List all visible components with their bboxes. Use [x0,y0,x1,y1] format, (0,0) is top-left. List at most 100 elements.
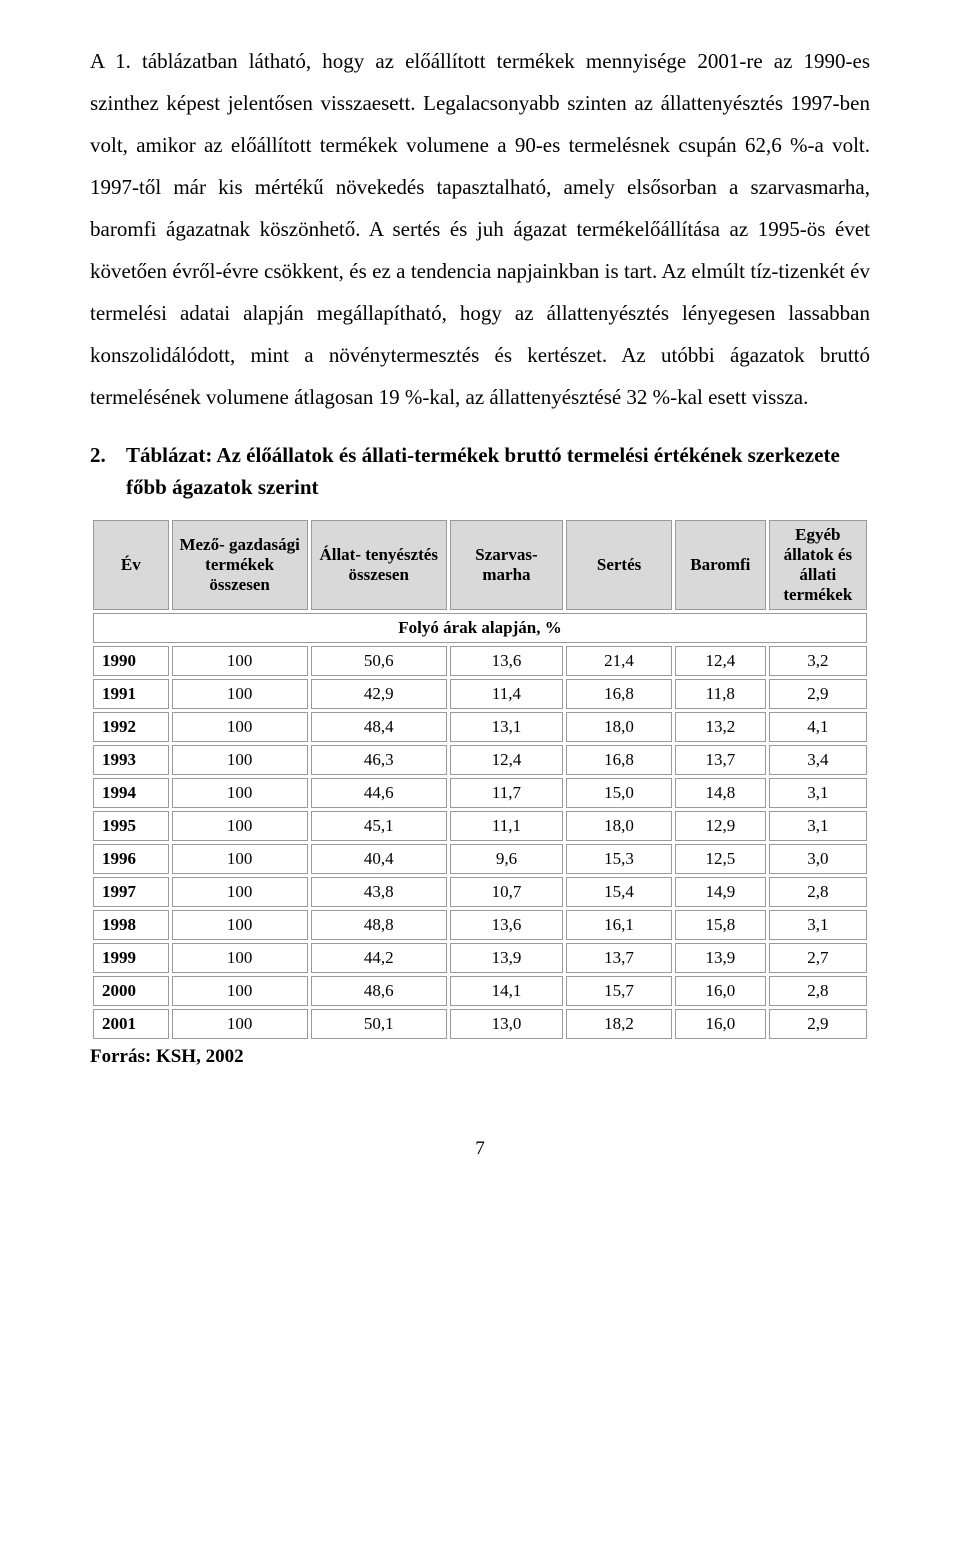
cell-value: 48,8 [311,910,447,940]
cell-value: 15,7 [566,976,672,1006]
col-year: Év [93,520,169,610]
cell-value: 100 [172,910,308,940]
cell-value: 50,1 [311,1009,447,1039]
cell-value: 46,3 [311,745,447,775]
cell-value: 2,9 [769,679,867,709]
table-row: 199010050,613,621,412,43,2 [93,646,867,676]
cell-year: 1992 [93,712,169,742]
cell-value: 18,0 [566,712,672,742]
data-table: Év Mező- gazdasági termékek összesen Áll… [90,517,870,1042]
cell-value: 13,9 [450,943,563,973]
cell-value: 13,6 [450,910,563,940]
cell-value: 100 [172,646,308,676]
cell-value: 48,6 [311,976,447,1006]
cell-value: 16,8 [566,679,672,709]
cell-year: 2001 [93,1009,169,1039]
col-pig: Sertés [566,520,672,610]
cell-value: 18,2 [566,1009,672,1039]
cell-value: 12,5 [675,844,766,874]
cell-value: 13,0 [450,1009,563,1039]
col-cattle: Szarvas- marha [450,520,563,610]
cell-value: 100 [172,745,308,775]
cell-value: 100 [172,1009,308,1039]
cell-value: 100 [172,943,308,973]
cell-value: 100 [172,976,308,1006]
cell-value: 12,4 [675,646,766,676]
cell-value: 42,9 [311,679,447,709]
cell-year: 2000 [93,976,169,1006]
cell-year: 1993 [93,745,169,775]
table-body: Folyó árak alapján, % 199010050,613,621,… [93,613,867,1039]
cell-year: 1999 [93,943,169,973]
col-livestock: Állat- tenyésztés összesen [311,520,447,610]
cell-value: 2,7 [769,943,867,973]
cell-value: 44,2 [311,943,447,973]
cell-value: 50,6 [311,646,447,676]
cell-value: 11,7 [450,778,563,808]
cell-value: 13,1 [450,712,563,742]
cell-value: 3,0 [769,844,867,874]
table-row: 199810048,813,616,115,83,1 [93,910,867,940]
table-source: Forrás: KSH, 2002 [90,1046,870,1068]
cell-value: 12,4 [450,745,563,775]
cell-value: 100 [172,877,308,907]
table-row: 199110042,911,416,811,82,9 [93,679,867,709]
table-subhead: Folyó árak alapján, % [93,613,867,643]
col-other: Egyéb állatok és állati termékek [769,520,867,610]
cell-year: 1994 [93,778,169,808]
cell-year: 1995 [93,811,169,841]
cell-value: 43,8 [311,877,447,907]
cell-value: 15,3 [566,844,672,874]
table-row: 199610040,49,615,312,53,0 [93,844,867,874]
cell-year: 1991 [93,679,169,709]
cell-value: 15,8 [675,910,766,940]
col-agri: Mező- gazdasági termékek összesen [172,520,308,610]
cell-value: 14,9 [675,877,766,907]
table-row: 199510045,111,118,012,93,1 [93,811,867,841]
page-number: 7 [90,1138,870,1160]
cell-value: 14,1 [450,976,563,1006]
cell-value: 13,7 [566,943,672,973]
cell-value: 48,4 [311,712,447,742]
cell-value: 45,1 [311,811,447,841]
cell-value: 11,8 [675,679,766,709]
cell-year: 1998 [93,910,169,940]
cell-value: 13,2 [675,712,766,742]
cell-value: 15,4 [566,877,672,907]
table-row: 199410044,611,715,014,83,1 [93,778,867,808]
cell-value: 13,6 [450,646,563,676]
page-container: A 1. táblázatban látható, hogy az előáll… [0,0,960,1200]
cell-value: 13,9 [675,943,766,973]
cell-year: 1996 [93,844,169,874]
cell-value: 3,2 [769,646,867,676]
cell-value: 100 [172,679,308,709]
body-paragraph: A 1. táblázatban látható, hogy az előáll… [90,40,870,418]
table-row: 199210048,413,118,013,24,1 [93,712,867,742]
table-row: 199710043,810,715,414,92,8 [93,877,867,907]
table-header-row: Év Mező- gazdasági termékek összesen Áll… [93,520,867,610]
cell-value: 2,8 [769,976,867,1006]
cell-value: 3,1 [769,778,867,808]
cell-value: 9,6 [450,844,563,874]
cell-value: 4,1 [769,712,867,742]
heading-text: Táblázat: Az élőállatok és állati-termék… [126,440,870,503]
cell-year: 1997 [93,877,169,907]
cell-value: 12,9 [675,811,766,841]
cell-value: 11,4 [450,679,563,709]
cell-value: 15,0 [566,778,672,808]
table-header: Év Mező- gazdasági termékek összesen Áll… [93,520,867,610]
cell-value: 10,7 [450,877,563,907]
table-row: 200010048,614,115,716,02,8 [93,976,867,1006]
cell-value: 100 [172,811,308,841]
cell-value: 16,0 [675,976,766,1006]
cell-value: 2,9 [769,1009,867,1039]
cell-value: 100 [172,844,308,874]
cell-value: 100 [172,778,308,808]
cell-value: 3,1 [769,910,867,940]
cell-value: 3,4 [769,745,867,775]
cell-value: 100 [172,712,308,742]
cell-value: 2,8 [769,877,867,907]
cell-value: 18,0 [566,811,672,841]
col-poultry: Baromfi [675,520,766,610]
cell-value: 3,1 [769,811,867,841]
